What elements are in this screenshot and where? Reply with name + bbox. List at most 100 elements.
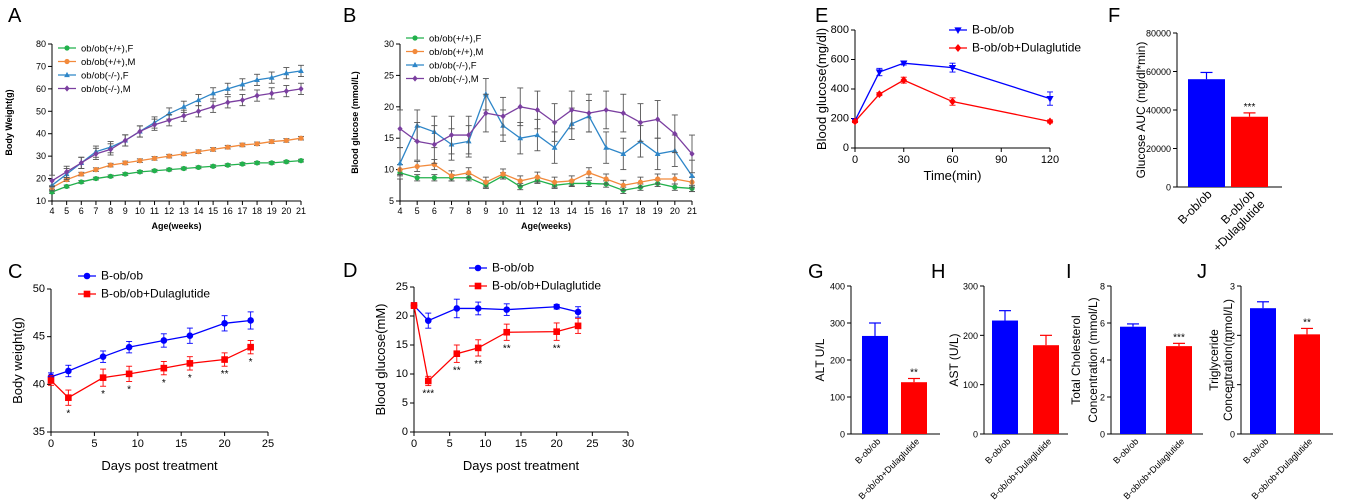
y-tick-label: 80 <box>36 39 46 49</box>
data-point <box>225 99 231 106</box>
legend-marker <box>83 272 91 280</box>
data-point <box>186 360 194 367</box>
y-tick-label: 10 <box>396 368 408 380</box>
data-point <box>1046 95 1054 103</box>
data-point <box>517 178 523 184</box>
data-point <box>948 64 957 72</box>
legend-marker <box>412 75 418 82</box>
data-point <box>254 76 260 82</box>
data-point <box>180 103 187 109</box>
x-tick-label: 11 <box>150 206 159 216</box>
panel-D: D 0 5 10 15 20 25 0 5 10 15 20 25 30 Days post treatme… <box>343 260 634 473</box>
data-point <box>99 353 107 360</box>
data-point <box>517 183 523 190</box>
category-label-line: B-ob/ob <box>853 436 882 465</box>
legend-marker <box>64 85 70 92</box>
data-point <box>298 135 304 141</box>
bar <box>862 335 888 434</box>
series-1 <box>410 298 582 329</box>
x-tick-label: 0 <box>411 438 417 450</box>
x-tick-label: 5 <box>415 206 420 216</box>
data-point <box>424 317 432 324</box>
data-point <box>247 343 254 351</box>
category-label: B-ob/ob <box>1111 436 1140 465</box>
y-axis-label: Body Weight(g) <box>4 89 14 155</box>
category-label: B-ob/ob <box>1241 436 1270 465</box>
data-point <box>620 109 626 117</box>
data-point <box>414 163 420 170</box>
data-point <box>474 305 482 312</box>
y-tick-label: 15 <box>384 133 394 143</box>
category-label-line: B-ob/ob <box>1111 436 1140 465</box>
x-axis-label: Age(weeks) <box>521 221 571 231</box>
y-tick-label: 10 <box>384 165 394 175</box>
significance-marker: * <box>101 389 105 400</box>
data-point <box>500 171 506 177</box>
significance-marker: * <box>188 373 192 384</box>
data-point <box>65 394 72 401</box>
panel-label-A: A <box>8 5 22 27</box>
panel-F: F020000400006000080000B-ob/ob***B-ob/ob+… <box>1108 5 1282 254</box>
y-tick-label: 600 <box>831 54 849 66</box>
y-tick-label: 70 <box>36 61 46 71</box>
legend-marker <box>83 290 91 298</box>
y-tick-label: 15 <box>396 339 408 351</box>
legend-entry: ob/ob(-/-),F <box>81 71 129 82</box>
y-axis-label: Concentration (mmol/L) <box>1086 297 1100 422</box>
data-point <box>247 317 254 324</box>
data-point <box>78 159 84 166</box>
data-point <box>474 344 482 352</box>
x-tick-label: 20 <box>670 206 680 216</box>
x-tick-label: 60 <box>946 154 958 166</box>
x-tick-label: 18 <box>252 206 262 216</box>
series-line <box>399 172 693 191</box>
data-point <box>414 138 420 145</box>
data-point <box>137 128 143 135</box>
data-point <box>78 171 84 177</box>
data-point <box>637 119 644 126</box>
significance-marker: * <box>127 384 131 395</box>
data-point <box>195 149 202 155</box>
data-point <box>551 119 558 126</box>
data-point <box>107 146 114 153</box>
panel-label-B: B <box>343 5 356 27</box>
data-point <box>239 161 246 167</box>
legend-entry: B-ob/ob <box>101 269 143 283</box>
x-tick-label: 20 <box>551 438 563 450</box>
data-point <box>410 302 418 309</box>
data-point <box>93 175 99 182</box>
series-1 <box>397 169 695 194</box>
panel-label-G: G <box>808 261 824 283</box>
x-tick-label: 8 <box>108 206 113 216</box>
bar <box>1250 308 1276 434</box>
data-point <box>424 377 432 385</box>
data-point <box>483 179 489 185</box>
y-tick-label: 30 <box>384 39 394 49</box>
bar <box>1294 334 1320 434</box>
data-point <box>569 106 575 114</box>
data-point <box>47 377 55 384</box>
y-tick-label: 0 <box>973 430 978 440</box>
y-tick-label: 100 <box>963 380 978 390</box>
data-point <box>637 179 644 185</box>
data-point <box>210 163 216 169</box>
data-point <box>672 130 678 137</box>
x-tick-label: 9 <box>123 206 128 216</box>
category-label-line: B-ob/ob <box>1241 436 1270 465</box>
series-4 <box>397 87 695 174</box>
data-point <box>453 350 461 357</box>
data-point <box>151 121 158 128</box>
significance-marker: ** <box>910 368 918 379</box>
data-point <box>534 174 541 180</box>
y-tick-label: 400 <box>830 282 845 292</box>
y-tick-label: 3 <box>1230 282 1235 292</box>
data-point <box>239 81 246 87</box>
x-tick-label: 5 <box>447 438 453 450</box>
data-point <box>225 144 231 150</box>
data-point <box>586 170 592 176</box>
data-point <box>210 90 216 96</box>
data-point <box>655 116 661 123</box>
data-point <box>620 182 626 188</box>
data-point <box>283 137 289 144</box>
data-point <box>125 343 133 351</box>
